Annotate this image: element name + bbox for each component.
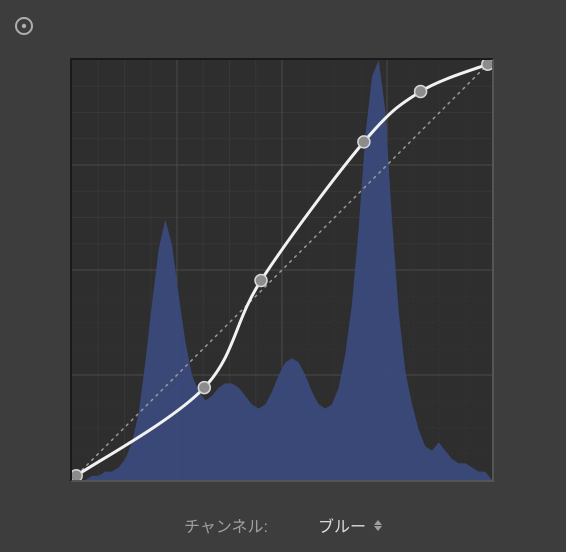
chevron-updown-icon [374, 520, 382, 531]
channel-selector-row: チャンネル: ブルー [0, 510, 566, 540]
tone-curve-chart[interactable] [70, 58, 494, 482]
tone-curve-panel: チャンネル: ブルー [0, 0, 566, 552]
curve-control-point[interactable] [482, 60, 492, 70]
curve-control-point[interactable] [72, 470, 82, 480]
curve-control-point[interactable] [415, 86, 427, 98]
channel-label: チャンネル: [184, 513, 268, 537]
channel-select-value: ブルー [318, 513, 366, 537]
curve-layer[interactable] [72, 60, 492, 480]
channel-select[interactable]: ブルー [318, 513, 382, 537]
curve-control-point[interactable] [255, 275, 267, 287]
curve-control-point[interactable] [358, 136, 370, 148]
target-adjustment-icon[interactable] [14, 16, 34, 36]
curve-control-point[interactable] [198, 382, 210, 394]
